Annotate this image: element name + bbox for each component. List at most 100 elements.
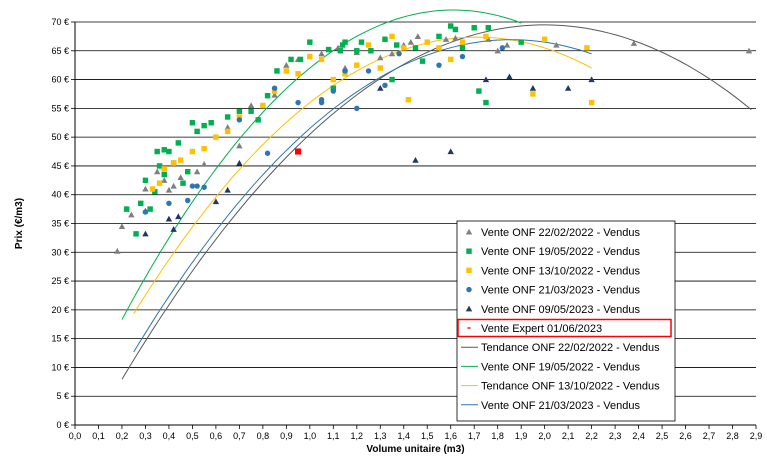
data-point [194, 183, 200, 189]
data-point [212, 198, 220, 205]
data-point [499, 45, 506, 51]
data-point [459, 45, 466, 51]
data-point [161, 166, 167, 172]
data-point [330, 88, 337, 94]
data-point [165, 215, 173, 222]
data-point [342, 68, 348, 74]
data-point [365, 42, 372, 48]
x-tick-label: 2,0 [538, 431, 551, 441]
data-point [503, 41, 511, 48]
data-point [541, 36, 548, 42]
data-point [161, 177, 168, 183]
x-tick-label: 0,9 [280, 431, 293, 441]
data-point [201, 184, 207, 190]
data-point [553, 41, 560, 48]
data-point [401, 45, 407, 51]
data-point [396, 50, 402, 57]
axes: 0 € 5 € 10 € 15 € 20 € 25 € 30 € 35 € 40 € 45 € 50… [51, 17, 762, 441]
legend-marker-swatch [466, 267, 472, 274]
y-tick-label: 15 € [51, 334, 69, 344]
data-point [448, 23, 454, 29]
data-point [236, 117, 243, 123]
data-point [318, 97, 325, 103]
y-tick-label: 40 € [51, 190, 69, 200]
data-point [436, 33, 442, 40]
data-point [325, 46, 332, 53]
data-point [288, 56, 294, 63]
data-point [459, 53, 466, 60]
legend-label: Vente ONF 22/02/2022 - Vendus [481, 227, 641, 239]
x-tick-label: 1,4 [398, 431, 411, 441]
data-point [248, 108, 254, 114]
data-point [189, 183, 196, 189]
data-point [166, 148, 172, 155]
data-point [175, 140, 182, 146]
data-point [745, 47, 753, 54]
x-tick-label: 1,9 [515, 431, 528, 441]
data-point [213, 134, 219, 140]
x-axis-title: Volume unitaire (m3) [366, 444, 464, 455]
data-point [414, 33, 422, 39]
data-point [630, 40, 638, 46]
data-point [114, 247, 121, 254]
legend-label: Tendance ONF 13/10/2022 - Vendus [481, 381, 660, 393]
data-point [260, 102, 266, 109]
y-tick-label: 45 € [51, 161, 69, 171]
data-point [471, 25, 477, 31]
y-tick-label: 60 € [51, 75, 69, 85]
data-point [175, 213, 182, 220]
data-point [283, 68, 290, 74]
data-point [436, 45, 442, 51]
data-point [382, 82, 388, 89]
data-point [307, 39, 313, 45]
data-point [170, 160, 177, 166]
data-point [482, 76, 490, 83]
data-point [200, 161, 208, 167]
data-point [494, 47, 501, 54]
data-point [147, 206, 153, 212]
data-point [118, 223, 126, 229]
x-tick-label: 0,6 [210, 431, 223, 441]
y-tick-label: 25 € [51, 276, 69, 286]
data-point [452, 34, 459, 41]
x-tick-label: 0,5 [186, 431, 199, 441]
x-tick-label: 0,8 [257, 431, 270, 441]
data-point [154, 148, 160, 155]
data-point [189, 120, 196, 126]
data-point [342, 71, 348, 77]
data-point [485, 25, 492, 31]
data-point [342, 39, 348, 45]
data-point [377, 54, 384, 61]
data-point [295, 148, 302, 155]
data-point [337, 48, 344, 54]
data-point [194, 128, 200, 135]
data-point [368, 48, 374, 54]
data-point [271, 85, 278, 91]
data-point [161, 171, 167, 178]
data-point [506, 73, 513, 80]
x-tick-label: 2,8 [726, 431, 739, 441]
x-tick-label: 2,2 [585, 431, 598, 441]
data-point [142, 230, 149, 237]
trend-line [133, 36, 592, 314]
legend-label: Vente ONF 19/05/2022 - Vendus [481, 361, 641, 373]
data-point [271, 91, 278, 98]
data-point [483, 33, 489, 40]
data-point [138, 200, 144, 207]
data-point [201, 145, 207, 152]
x-tick-label: 2,9 [750, 431, 763, 441]
legend-label: Vente ONF 19/05/2022 - Vendus [481, 246, 641, 258]
x-tick-label: 1,1 [327, 431, 340, 441]
data-point [156, 180, 163, 186]
y-axis-title: Prix (€/m3) [14, 198, 25, 249]
data-point [377, 65, 383, 71]
x-tick-label: 0,2 [116, 431, 129, 441]
data-point [476, 88, 482, 94]
data-point [358, 39, 365, 45]
data-point [307, 53, 313, 60]
data-point [177, 174, 184, 181]
legend-marker-swatch [465, 305, 473, 312]
data-point [530, 91, 536, 97]
data-point [283, 61, 290, 68]
